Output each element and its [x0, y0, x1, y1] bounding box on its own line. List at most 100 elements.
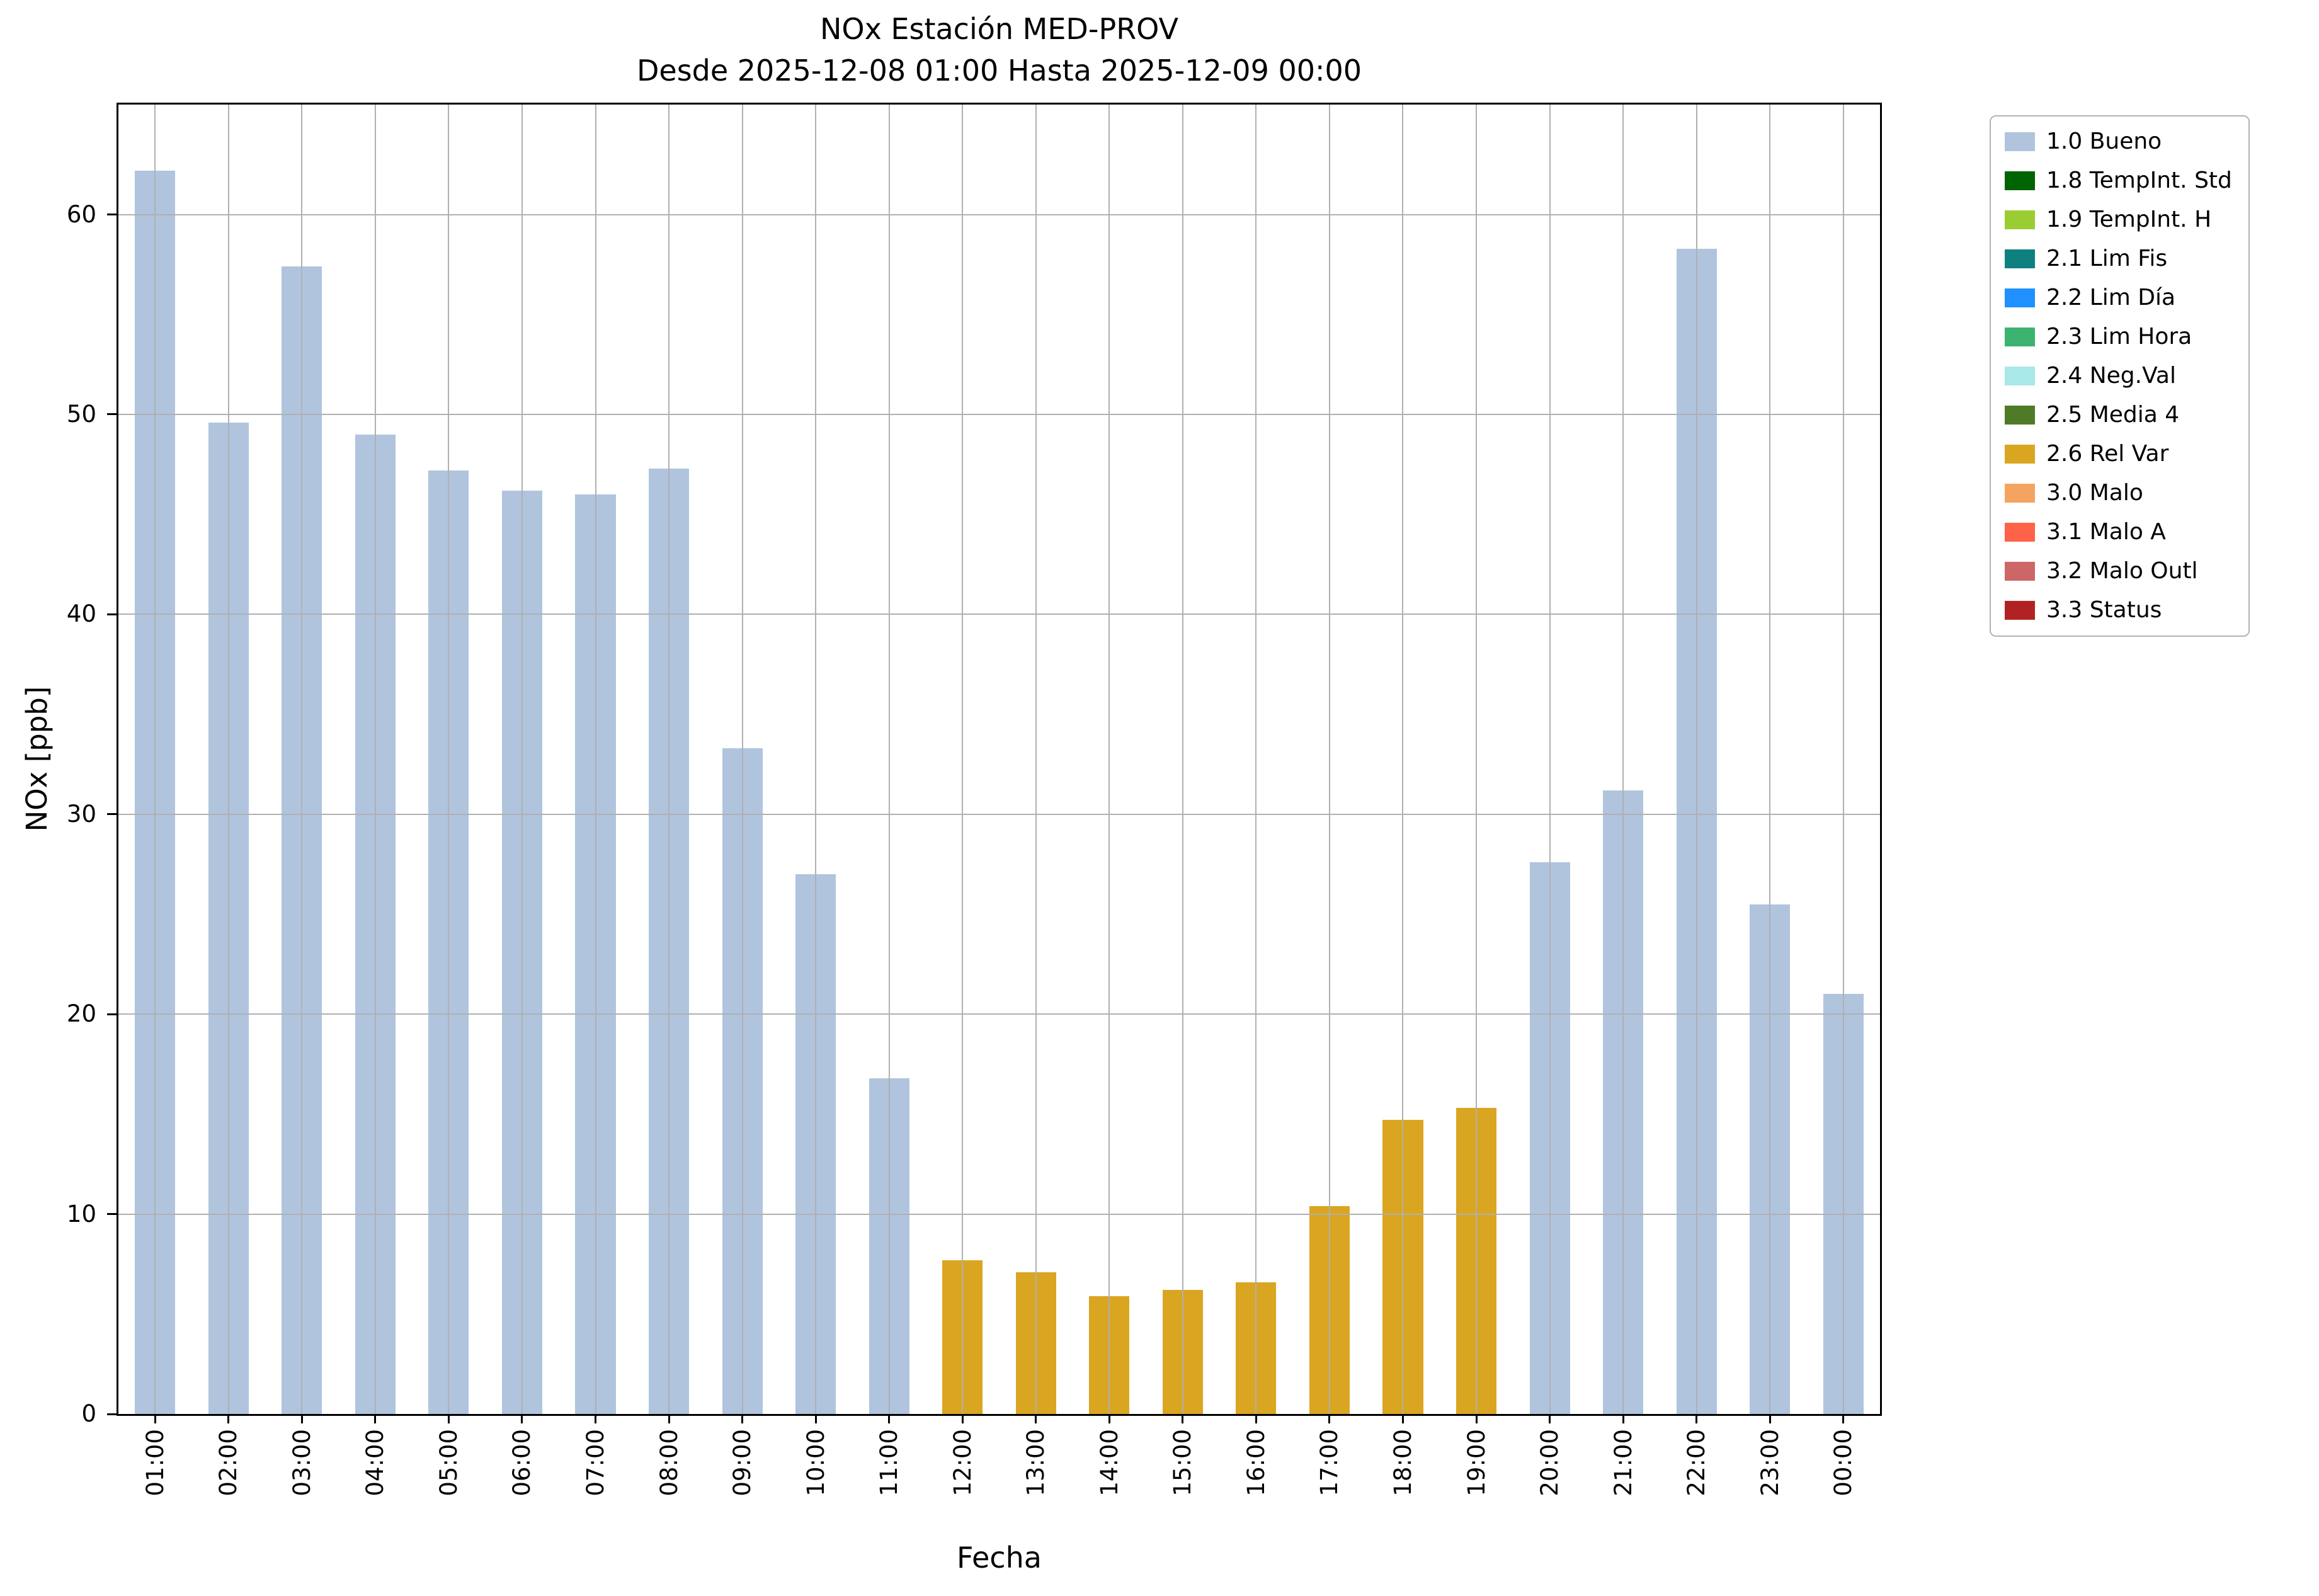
x-tick-label-text: 13:00 — [1022, 1429, 1050, 1496]
x-tick-mark — [1695, 1414, 1698, 1423]
x-tick-label-text: 15:00 — [1169, 1429, 1197, 1496]
x-tick-label: 23:00 — [1748, 1429, 1792, 1496]
x-tick-label-text: 23:00 — [1756, 1429, 1784, 1496]
legend-swatch — [2005, 406, 2035, 425]
legend-item: 1.0 Bueno — [2005, 128, 2232, 156]
x-tick-mark — [227, 1414, 230, 1423]
bar — [649, 468, 690, 1414]
bar — [1236, 1282, 1277, 1414]
bar — [795, 874, 836, 1414]
legend-item: 3.0 Malo — [2005, 479, 2232, 507]
y-tick-mark — [107, 1413, 117, 1415]
x-tick-mark — [595, 1414, 597, 1423]
x-tick-label-text: 07:00 — [582, 1429, 610, 1496]
legend-item: 2.5 Media 4 — [2005, 401, 2232, 429]
y-tick-label: 50 — [66, 400, 96, 428]
legend-swatch — [2005, 249, 2035, 268]
x-tick-mark — [1622, 1414, 1624, 1423]
x-tick-label: 02:00 — [207, 1429, 251, 1496]
legend-item: 2.1 Lim Fis — [2005, 245, 2232, 273]
y-tick-label: 40 — [66, 600, 96, 628]
x-tick-label: 06:00 — [500, 1429, 544, 1496]
x-tick-label: 01:00 — [133, 1429, 177, 1496]
legend-label: 3.1 Malo A — [2046, 519, 2166, 545]
x-tick-mark — [1401, 1414, 1404, 1423]
legend-swatch — [2005, 523, 2035, 542]
x-tick-label: 03:00 — [280, 1429, 324, 1496]
y-tick-mark — [107, 1213, 117, 1216]
legend-swatch — [2005, 288, 2035, 307]
x-tick-mark — [961, 1414, 964, 1423]
legend-swatch — [2005, 171, 2035, 190]
legend-item: 3.3 Status — [2005, 596, 2232, 624]
bar — [428, 470, 469, 1414]
bar — [1015, 1272, 1056, 1414]
y-tick-mark — [107, 1013, 117, 1015]
bar — [208, 422, 249, 1414]
x-tick-label-text: 03:00 — [288, 1429, 316, 1496]
legend-item: 3.2 Malo Outl — [2005, 557, 2232, 585]
y-tick-mark — [107, 813, 117, 816]
x-tick-mark — [1035, 1414, 1037, 1423]
gridline-vertical — [1255, 105, 1257, 1414]
legend-item: 1.8 TempInt. Std — [2005, 167, 2232, 195]
y-tick-label: 30 — [66, 800, 96, 828]
legend-label: 2.3 Lim Hora — [2046, 324, 2192, 350]
legend-label: 1.0 Bueno — [2046, 128, 2162, 154]
x-tick-mark — [1769, 1414, 1771, 1423]
x-tick-label-text: 06:00 — [508, 1429, 536, 1496]
plot-area: 01:00 02:00 03:00 04:00 05:00 06:00 07:00 08:00… — [67, 103, 1882, 1496]
gridline-vertical — [962, 105, 964, 1414]
x-axis-label: Fecha — [957, 1541, 1042, 1575]
legend-swatch — [2005, 562, 2035, 581]
bar — [1089, 1296, 1130, 1414]
x-tick-label: 05:00 — [426, 1429, 470, 1496]
bar — [1750, 904, 1791, 1414]
x-tick-mark — [1255, 1414, 1257, 1423]
x-tick-mark — [1475, 1414, 1478, 1423]
x-tick-label: 09:00 — [721, 1429, 765, 1496]
x-tick-label: 21:00 — [1601, 1429, 1645, 1496]
bar — [942, 1260, 983, 1414]
x-tick-label: 00:00 — [1821, 1429, 1866, 1496]
bar — [1603, 790, 1644, 1414]
x-tick-mark — [154, 1414, 156, 1423]
x-tick-label-text: 01:00 — [141, 1429, 169, 1496]
bar — [722, 748, 763, 1414]
x-tick-label: 19:00 — [1454, 1429, 1498, 1496]
y-tick-label: 10 — [66, 1200, 96, 1228]
x-tick-label: 20:00 — [1528, 1429, 1572, 1496]
x-tick-mark — [1108, 1414, 1110, 1423]
x-tick-label: 04:00 — [353, 1429, 397, 1496]
gridline-vertical — [1035, 105, 1037, 1414]
legend-label: 3.2 Malo Outl — [2046, 558, 2198, 584]
legend-label: 2.2 Lim Día — [2046, 285, 2176, 311]
x-tick-mark — [668, 1414, 670, 1423]
x-tick-mark — [447, 1414, 450, 1423]
x-tick-label-text: 02:00 — [215, 1429, 242, 1496]
legend-swatch — [2005, 445, 2035, 464]
x-tick-label-text: 22:00 — [1683, 1429, 1711, 1496]
gridline-vertical — [1108, 105, 1110, 1414]
x-tick-mark — [521, 1414, 523, 1423]
legend: 1.0 Bueno 1.8 TempInt. Std 1.9 TempInt. H 2… — [1990, 115, 2250, 637]
bar — [1529, 862, 1570, 1414]
x-tick-label-text: 05:00 — [435, 1429, 462, 1496]
legend-item: 3.1 Malo A — [2005, 518, 2232, 546]
legend-swatch — [2005, 210, 2035, 229]
bar — [869, 1078, 909, 1414]
x-tick-label-text: 04:00 — [362, 1429, 389, 1496]
x-tick-label-text: 18:00 — [1389, 1429, 1416, 1496]
gridline-horizontal — [118, 413, 1880, 415]
x-tick-mark — [1842, 1414, 1845, 1423]
legend-label: 1.9 TempInt. H — [2046, 207, 2212, 232]
bar — [135, 170, 176, 1414]
legend-label: 3.0 Malo — [2046, 480, 2143, 506]
x-tick-label-text: 12:00 — [949, 1429, 976, 1496]
y-tick-mark — [107, 613, 117, 615]
x-tick-label: 11:00 — [867, 1429, 911, 1496]
gridline-horizontal — [118, 214, 1880, 215]
x-tick-mark — [888, 1414, 891, 1423]
x-tick-label-text: 09:00 — [729, 1429, 756, 1496]
